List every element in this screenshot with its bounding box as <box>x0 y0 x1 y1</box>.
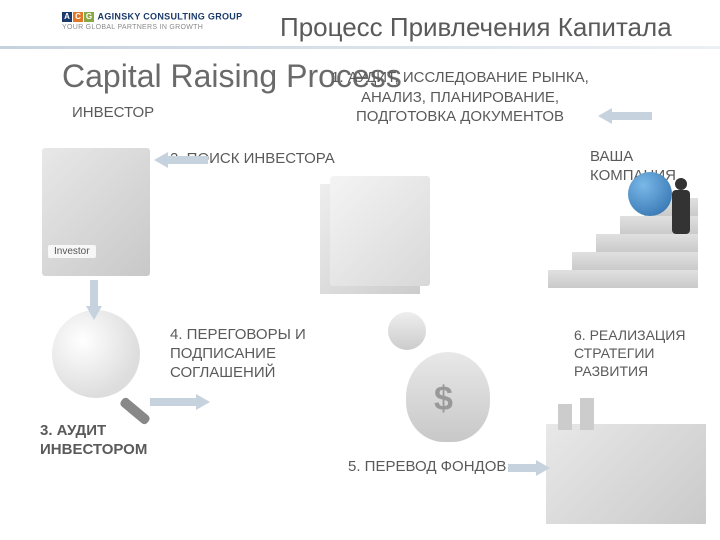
globe-image <box>628 172 672 216</box>
arrow-left-icon <box>598 108 652 124</box>
step-5: 5. ПЕРЕВОД ФОНДОВ <box>348 458 506 475</box>
arrow-down-icon <box>86 280 102 320</box>
arrow-left-icon <box>154 152 208 168</box>
person-image <box>672 190 690 234</box>
investor-newspaper-image <box>42 148 150 276</box>
header-divider <box>0 46 720 49</box>
step-4: 4. ПЕРЕГОВОРЫ И ПОДПИСАНИЕ СОГЛАШЕНИЙ <box>170 326 340 382</box>
investor-label: ИНВЕСТОР <box>72 104 154 121</box>
logo-line2: YOUR GLOBAL PARTNERS IN GROWTH <box>62 24 203 31</box>
documents-image <box>330 176 430 286</box>
step-3: 3. АУДИТИНВЕСТОРОМ <box>40 422 147 460</box>
step-6: 6. РЕАЛИЗАЦИЯ СТРАТЕГИИ РАЗВИТИЯ <box>574 326 714 381</box>
logo: ACG AGINSKY CONSULTING GROUP YOUR GLOBAL… <box>62 12 242 32</box>
factory-image <box>546 424 706 524</box>
main-title: Процесс Привлечения Капитала <box>280 12 672 43</box>
logo-line1: AGINSKY CONSULTING GROUP <box>98 11 243 21</box>
arrow-right-icon <box>150 394 210 410</box>
step-1: 1. АУДИТ, ИССЛЕДОВАНИЕ РЫНКА, АНАЛИЗ, ПЛ… <box>330 68 590 127</box>
moneybag-image <box>388 312 508 442</box>
magnifier-image <box>52 310 140 398</box>
arrow-right-icon <box>508 460 550 476</box>
